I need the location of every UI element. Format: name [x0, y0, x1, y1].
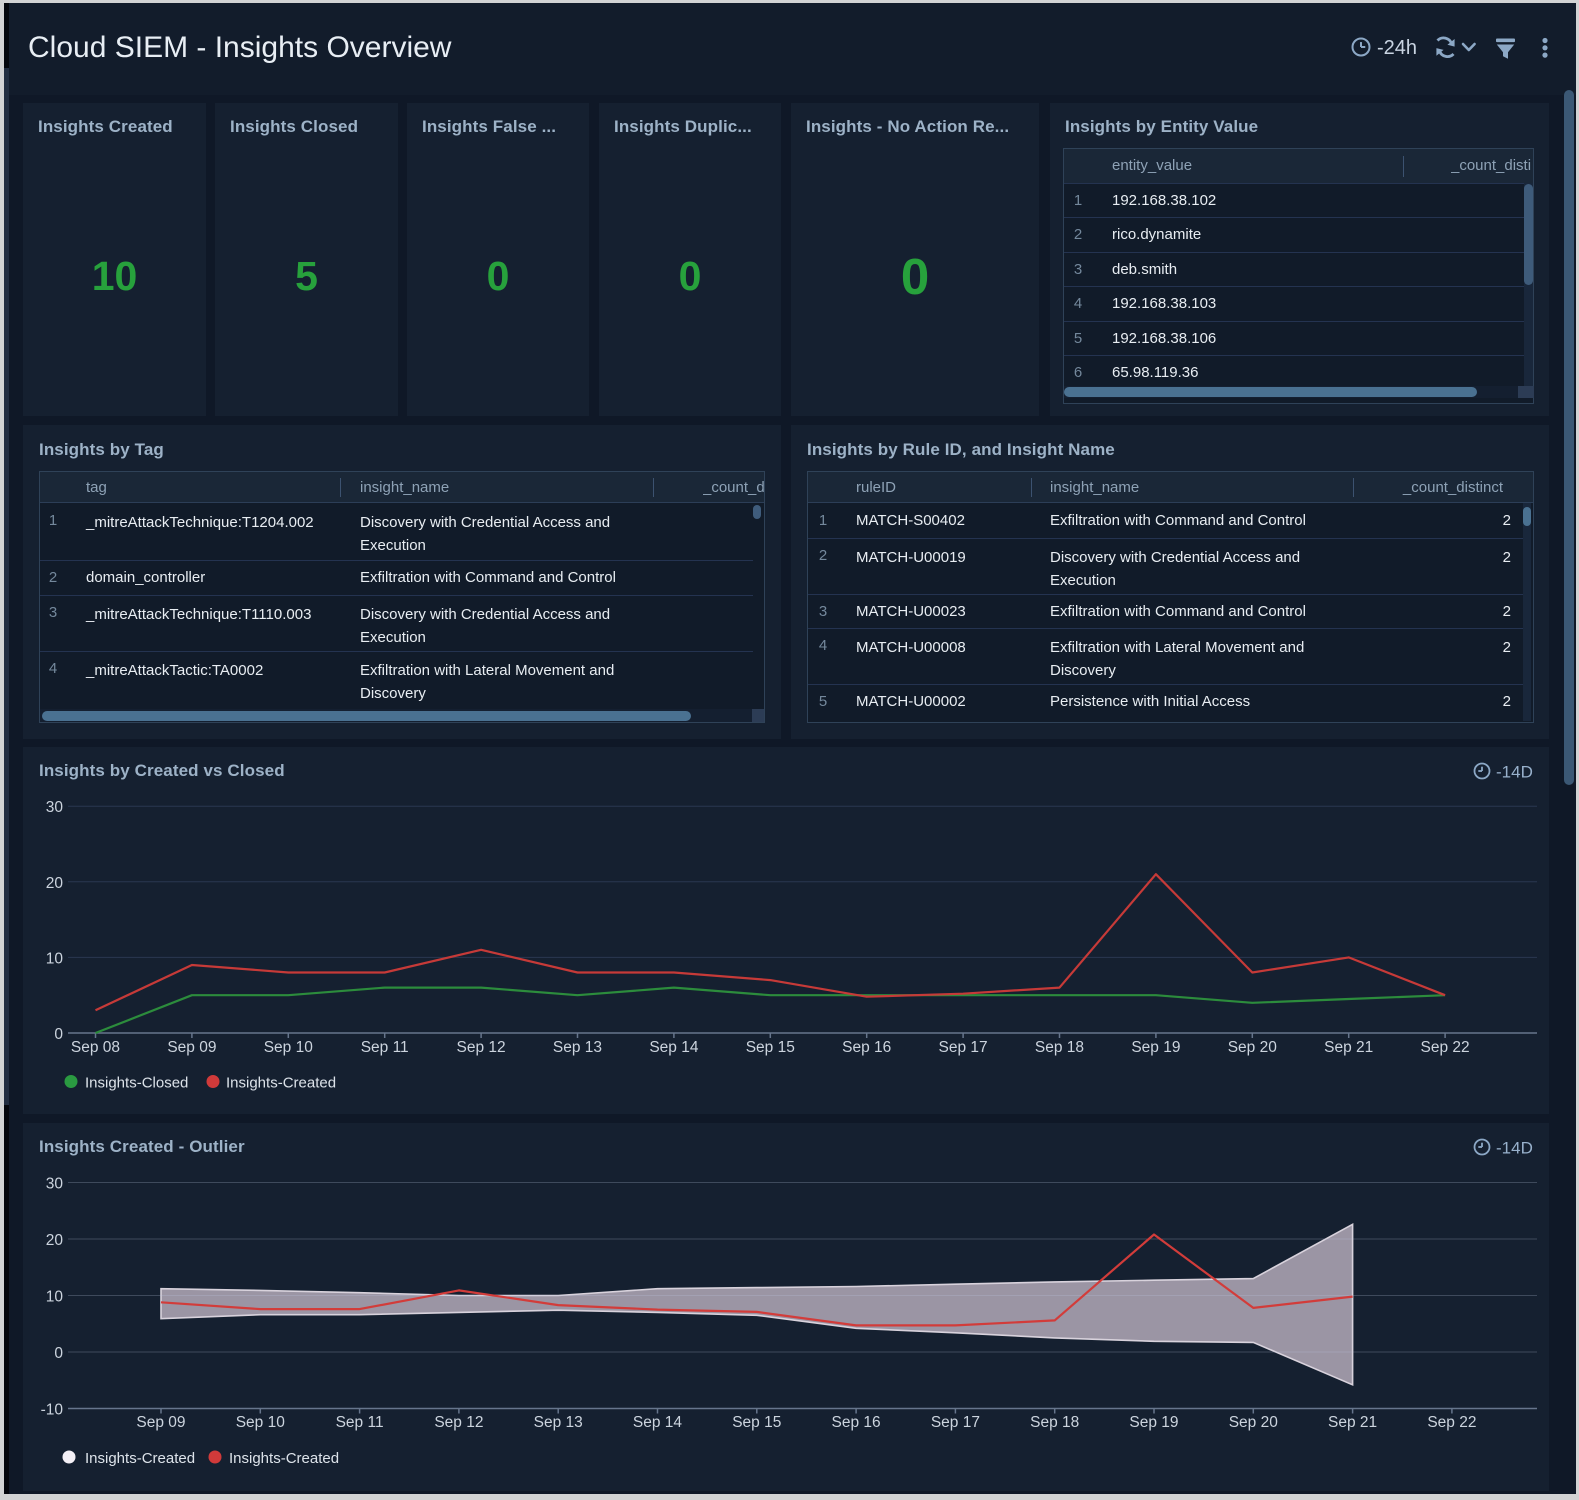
svg-text:-24h: -24h	[1377, 37, 1417, 59]
svg-text:Sep 16: Sep 16	[842, 1039, 891, 1056]
svg-text:20: 20	[46, 875, 64, 892]
svg-text:Sep 14: Sep 14	[633, 1414, 683, 1431]
svg-text:Sep 17: Sep 17	[939, 1039, 988, 1056]
svg-text:-10: -10	[41, 1402, 64, 1419]
svg-text:Sep 12: Sep 12	[457, 1039, 506, 1056]
svg-text:Sep 15: Sep 15	[746, 1039, 795, 1056]
svg-text:Sep 19: Sep 19	[1131, 1039, 1180, 1056]
svg-text:Sep 11: Sep 11	[361, 1039, 409, 1056]
svg-text:Sep 20: Sep 20	[1229, 1414, 1279, 1431]
svg-text:Sep 18: Sep 18	[1030, 1414, 1079, 1431]
svg-text:Sep 20: Sep 20	[1228, 1039, 1278, 1056]
svg-text:Insights-Closed: Insights-Closed	[85, 1075, 188, 1092]
svg-text:20: 20	[46, 1232, 64, 1249]
svg-text:10: 10	[46, 950, 64, 967]
svg-text:Sep 16: Sep 16	[832, 1414, 881, 1431]
svg-text:Sep 13: Sep 13	[553, 1039, 602, 1056]
svg-text:Sep 13: Sep 13	[534, 1414, 583, 1431]
svg-text:Sep 21: Sep 21	[1324, 1039, 1373, 1056]
svg-text:Sep 10: Sep 10	[236, 1414, 286, 1431]
svg-text:Sep 09: Sep 09	[167, 1039, 216, 1056]
svg-text:Sep 22: Sep 22	[1421, 1039, 1470, 1056]
svg-text:Insights-Created: Insights-Created	[85, 1450, 195, 1467]
svg-text:0: 0	[54, 1026, 63, 1043]
svg-text:Sep 18: Sep 18	[1035, 1039, 1084, 1056]
svg-text:Sep 15: Sep 15	[732, 1414, 781, 1431]
svg-text:Sep 21: Sep 21	[1328, 1414, 1377, 1431]
svg-text:30: 30	[46, 1176, 64, 1193]
svg-text:-14D: -14D	[1496, 1139, 1533, 1158]
svg-text:Sep 10: Sep 10	[264, 1039, 314, 1056]
svg-text:-14D: -14D	[1496, 763, 1533, 782]
svg-text:Insights-Created: Insights-Created	[229, 1450, 339, 1467]
svg-text:Sep 14: Sep 14	[649, 1039, 699, 1056]
svg-text:0: 0	[54, 1345, 63, 1362]
svg-text:30: 30	[46, 799, 64, 816]
svg-text:Sep 22: Sep 22	[1427, 1414, 1476, 1431]
svg-text:Insights-Created: Insights-Created	[226, 1075, 336, 1092]
svg-text:Sep 08: Sep 08	[71, 1039, 120, 1056]
svg-text:Sep 17: Sep 17	[931, 1414, 980, 1431]
svg-text:Sep 19: Sep 19	[1129, 1414, 1178, 1431]
svg-text:10: 10	[46, 1289, 64, 1306]
svg-text:Sep 11: Sep 11	[336, 1414, 384, 1431]
svg-text:Sep 09: Sep 09	[136, 1414, 185, 1431]
svg-text:Sep 12: Sep 12	[434, 1414, 483, 1431]
